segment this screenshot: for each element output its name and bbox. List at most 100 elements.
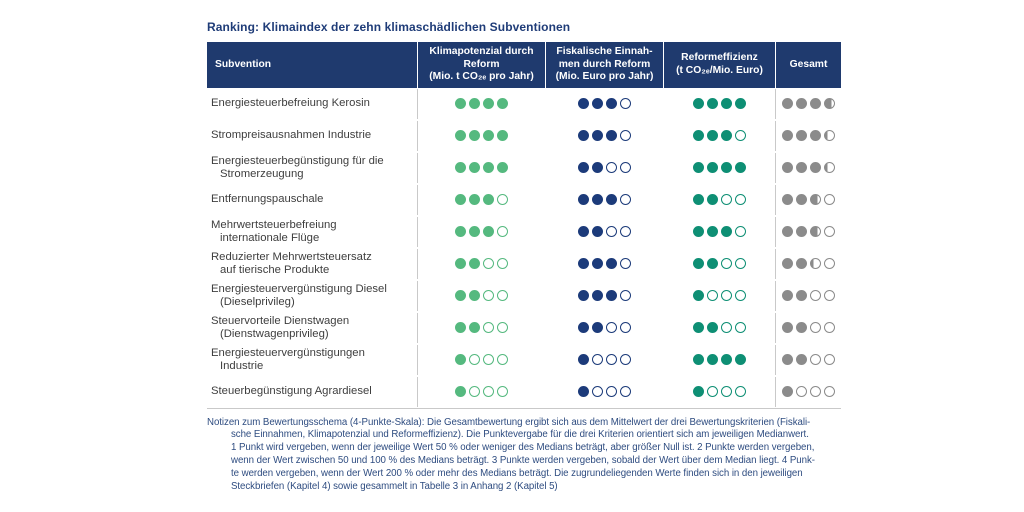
rating-dot — [734, 194, 746, 205]
rating-dot — [720, 162, 732, 173]
subvention-cell: Strompreisausnahmen Industrie — [207, 121, 417, 151]
rating-dot — [577, 194, 589, 205]
fiskalische-einnahmen-rating — [545, 345, 663, 375]
klimapotenzial-rating — [417, 376, 545, 407]
gesamt-rating — [775, 312, 841, 343]
klimapotenzial-rating — [417, 248, 545, 279]
rating-dot — [605, 226, 617, 237]
rating-dot — [619, 290, 631, 301]
gesamt-rating — [775, 216, 841, 247]
rating-dot — [796, 194, 807, 205]
reformeffizienz-rating — [663, 345, 775, 375]
rating-dot — [469, 322, 480, 333]
rating-dot — [577, 386, 589, 397]
rating-dot — [824, 98, 835, 109]
rating-dot — [469, 386, 480, 397]
reformeffizienz-rating — [663, 121, 775, 151]
rating-dot — [782, 258, 793, 269]
gesamt-rating — [775, 376, 841, 407]
figure-title: Ranking: Klimaindex der zehn klimaschädl… — [207, 20, 571, 34]
rating-dot — [796, 322, 807, 333]
subvention-label: Reduzierter Mehrwertsteuersatz auf tieri… — [211, 250, 372, 276]
subvention-cell: Mehrwertsteuerbefreiung internationale F… — [207, 217, 417, 247]
gesamt-rating — [775, 184, 841, 215]
rating-dot — [497, 386, 508, 397]
klimapotenzial-rating — [417, 184, 545, 215]
rating-dot — [706, 98, 718, 109]
rating-dot — [469, 98, 480, 109]
rating-dot — [734, 290, 746, 301]
rating-dot — [455, 162, 466, 173]
rating-dot — [824, 354, 835, 365]
figure-content: Ranking: Klimaindex der zehn klimaschädl… — [207, 20, 872, 494]
rating-dot — [796, 258, 807, 269]
subvention-label: Steuervorteile Dienstwagen (Dienstwagenp… — [211, 314, 350, 340]
subvention-cell: Energiesteuerbefreiung Kerosin — [207, 89, 417, 119]
rating-dot — [619, 322, 631, 333]
rating-dot — [619, 354, 631, 365]
rating-dot — [796, 290, 807, 301]
column-header-unit: (t CO₂ₑ/Mio. Euro) — [676, 64, 763, 76]
rating-dots — [455, 290, 508, 301]
rating-dot — [824, 322, 835, 333]
rating-dot — [782, 226, 793, 237]
rating-dot — [692, 322, 704, 333]
rating-dot — [591, 386, 603, 397]
reformeffizienz-rating — [663, 313, 775, 343]
rating-dot — [810, 258, 821, 269]
reformeffizienz-rating — [663, 249, 775, 279]
fiskalische-einnahmen-rating — [545, 281, 663, 311]
rating-dot — [591, 98, 603, 109]
rating-dot — [706, 354, 718, 365]
rating-dots — [577, 354, 631, 365]
rating-dot — [720, 130, 732, 141]
rating-dot — [734, 162, 746, 173]
subvention-label: Energiesteuervergünstigungen Industrie — [211, 346, 365, 372]
rating-dot — [483, 386, 494, 397]
column-header-label: Fiskalische Einnah- men durch Reform — [556, 46, 653, 70]
rating-dots — [782, 226, 835, 237]
klimapotenzial-rating — [417, 152, 545, 183]
rating-dot — [782, 130, 793, 141]
rating-dot — [605, 194, 617, 205]
rating-dot — [824, 290, 835, 301]
rating-dot — [577, 162, 589, 173]
rating-dot — [591, 354, 603, 365]
rating-dot — [706, 386, 718, 397]
reformeffizienz-rating — [663, 281, 775, 311]
rating-dot — [796, 162, 807, 173]
rating-dots — [455, 386, 508, 397]
rating-dots — [692, 290, 746, 301]
gesamt-rating — [775, 344, 841, 375]
column-header-gesamt: Gesamt — [775, 42, 841, 88]
rating-dot — [591, 226, 603, 237]
rating-dot — [577, 98, 589, 109]
rating-dot — [455, 354, 466, 365]
rating-dot — [483, 322, 494, 333]
rating-dots — [782, 98, 835, 109]
table-row: Energiesteuerbegünstigung für die Strome… — [207, 152, 841, 184]
fiskalische-einnahmen-rating — [545, 217, 663, 247]
rating-dots — [692, 226, 746, 237]
rating-dot — [455, 386, 466, 397]
rating-dot — [619, 162, 631, 173]
rating-dots — [455, 226, 508, 237]
rating-dot — [706, 130, 718, 141]
rating-dot — [497, 322, 508, 333]
rating-dots — [577, 162, 631, 173]
rating-dot — [469, 226, 480, 237]
fiskalische-einnahmen-rating — [545, 89, 663, 119]
rating-dot — [706, 290, 718, 301]
table-row: Reduzierter Mehrwertsteuersatz auf tieri… — [207, 248, 841, 280]
subvention-label: Energiesteuerbegünstigung für die Strome… — [211, 154, 384, 180]
table-row: Strompreisausnahmen Industrie — [207, 120, 841, 152]
column-header-subvention: Subvention — [207, 42, 417, 88]
rating-dot — [810, 162, 821, 173]
rating-dots — [782, 258, 835, 269]
reformeffizienz-rating — [663, 217, 775, 247]
rating-dot — [577, 130, 589, 141]
rating-dot — [734, 226, 746, 237]
rating-dot — [591, 162, 603, 173]
rating-dot — [796, 226, 807, 237]
column-header-fiskalische-einnahmen: Fiskalische Einnah- men durch Reform (Mi… — [545, 42, 663, 88]
